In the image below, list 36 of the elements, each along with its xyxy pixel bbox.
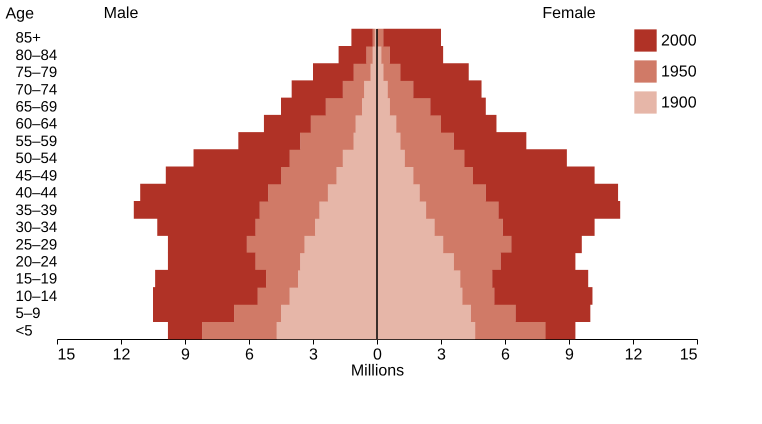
y-tick-label: 15–19 bbox=[16, 270, 58, 288]
y-axis-title: Age bbox=[6, 6, 34, 22]
x-tick-label: 9 bbox=[565, 346, 574, 364]
x-tick-label: 15 bbox=[58, 346, 76, 364]
legend-label: 1900 bbox=[661, 94, 697, 112]
x-tick-label: 3 bbox=[309, 346, 318, 364]
y-tick-label: 25–29 bbox=[16, 236, 58, 254]
x-axis-title: Millions bbox=[350, 362, 404, 380]
y-tick-label: 60–64 bbox=[16, 116, 58, 133]
y-tick-label: 70–74 bbox=[16, 81, 58, 98]
y-tick-label: 55–59 bbox=[16, 132, 58, 150]
y-tick-label: 50–54 bbox=[16, 150, 58, 168]
text: Female bbox=[542, 5, 596, 22]
x-tick-label: 6 bbox=[245, 346, 254, 364]
y-tick-label: 5–9 bbox=[16, 305, 41, 322]
y-tick-label: 40–44 bbox=[16, 184, 58, 202]
y-tick-label: <5 bbox=[16, 322, 33, 340]
legend-label: 2000 bbox=[661, 32, 697, 50]
x-tick-label: 9 bbox=[181, 346, 190, 364]
y-tick-label: 80–84 bbox=[16, 46, 58, 64]
text: Male bbox=[104, 5, 138, 22]
x-tick-label: 12 bbox=[624, 346, 642, 364]
legend-label: 1950 bbox=[661, 64, 697, 80]
y-tick-label: 45–49 bbox=[16, 167, 58, 184]
y-tick-label: 30–34 bbox=[16, 219, 58, 236]
y-tick-label: 10–14 bbox=[16, 288, 58, 305]
y-tick-label: 35–39 bbox=[16, 202, 58, 219]
x-tick-label: 3 bbox=[437, 346, 446, 364]
y-tick-label: 75–79 bbox=[16, 64, 58, 82]
x-tick-label: 12 bbox=[112, 346, 130, 364]
x-tick-label: 0 bbox=[373, 346, 382, 364]
y-tick-label: 20–24 bbox=[16, 254, 58, 270]
y-tick-label: 85+ bbox=[16, 30, 42, 47]
x-tick-label: 15 bbox=[680, 346, 698, 364]
y-tick-label: 65–69 bbox=[16, 98, 58, 116]
x-tick-label: 6 bbox=[501, 346, 510, 364]
